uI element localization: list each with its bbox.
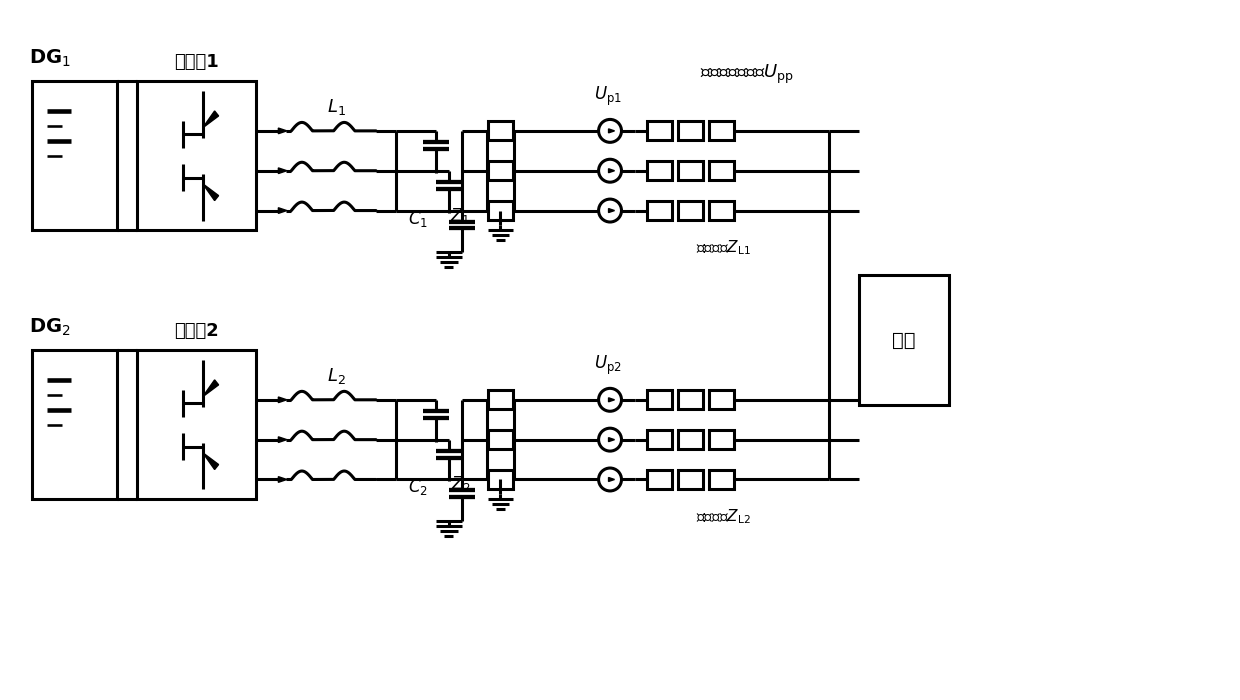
Text: 线路阻抗$Z_{\rm L1}$: 线路阻抗$Z_{\rm L1}$: [696, 239, 750, 257]
Bar: [678, 391, 703, 409]
Bar: [678, 470, 703, 489]
Bar: [678, 161, 703, 180]
Bar: [678, 121, 703, 140]
Text: $Z_2$: $Z_2$: [450, 475, 471, 494]
Polygon shape: [278, 477, 286, 482]
Bar: [859, 275, 949, 405]
Text: 公共连接点电压$U_{\rm pp}$: 公共连接点电压$U_{\rm pp}$: [699, 63, 794, 86]
Bar: [647, 430, 672, 449]
Bar: [487, 201, 513, 220]
Text: DG$_2$: DG$_2$: [30, 316, 71, 338]
Bar: [709, 391, 734, 409]
Text: 逆变器2: 逆变器2: [175, 322, 219, 340]
Bar: [709, 430, 734, 449]
Bar: [32, 81, 117, 230]
Polygon shape: [278, 128, 286, 134]
Bar: [487, 391, 513, 409]
Text: $U_{\rm p1}$: $U_{\rm p1}$: [594, 85, 622, 108]
Bar: [678, 430, 703, 449]
Text: $L_2$: $L_2$: [327, 366, 346, 386]
Bar: [647, 470, 672, 489]
Bar: [647, 201, 672, 220]
Polygon shape: [278, 168, 286, 174]
Bar: [647, 161, 672, 180]
Text: $C_1$: $C_1$: [408, 209, 428, 228]
Bar: [709, 201, 734, 220]
Bar: [647, 121, 672, 140]
Polygon shape: [202, 183, 218, 201]
Bar: [678, 201, 703, 220]
Bar: [709, 470, 734, 489]
Bar: [647, 391, 672, 409]
Text: $U_{\rm p2}$: $U_{\rm p2}$: [594, 354, 622, 377]
Polygon shape: [609, 438, 615, 442]
Polygon shape: [278, 397, 286, 402]
Bar: [32, 350, 117, 499]
Bar: [487, 121, 513, 140]
Bar: [487, 470, 513, 489]
Polygon shape: [202, 380, 218, 397]
Text: $Z_1$: $Z_1$: [450, 206, 471, 225]
Polygon shape: [278, 437, 286, 442]
Bar: [709, 121, 734, 140]
Polygon shape: [278, 208, 286, 213]
Polygon shape: [202, 111, 218, 128]
Polygon shape: [609, 169, 615, 173]
Bar: [487, 430, 513, 449]
Bar: [136, 81, 257, 230]
Polygon shape: [609, 477, 615, 482]
Bar: [709, 161, 734, 180]
Polygon shape: [609, 398, 615, 402]
Text: $L_1$: $L_1$: [326, 97, 346, 117]
Text: $C_2$: $C_2$: [408, 477, 428, 498]
Polygon shape: [609, 129, 615, 133]
Bar: [136, 350, 257, 499]
Text: DG$_1$: DG$_1$: [30, 48, 71, 69]
Text: 逆变器1: 逆变器1: [175, 53, 219, 71]
Text: 线路阻抗$Z_{\rm L2}$: 线路阻抗$Z_{\rm L2}$: [696, 508, 750, 526]
Polygon shape: [202, 453, 218, 470]
Text: 负荷: 负荷: [892, 330, 915, 349]
Bar: [487, 161, 513, 180]
Polygon shape: [609, 209, 615, 213]
